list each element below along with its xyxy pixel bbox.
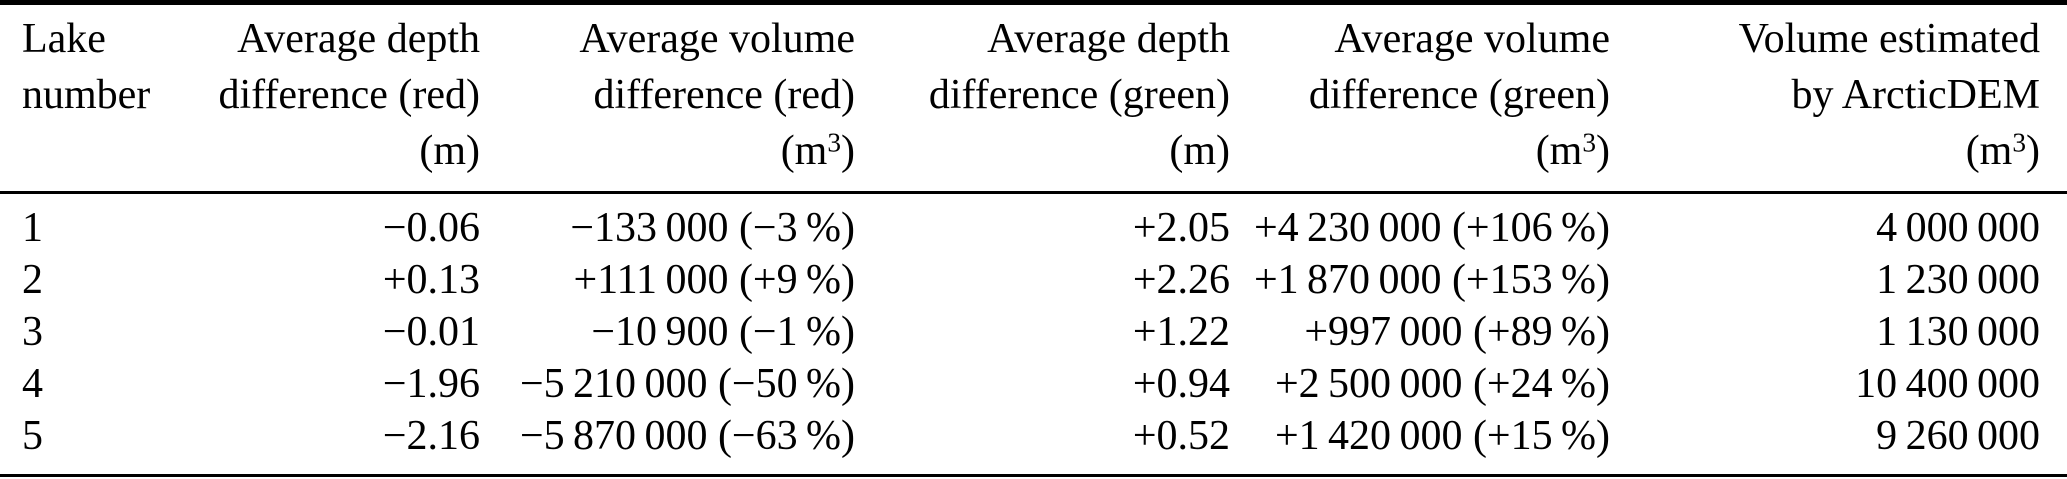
cell-volume-arcticdem: 9 260 000	[1876, 413, 2040, 459]
cell-volume-diff-red: −10 900 (−1 %)	[591, 309, 855, 355]
cell-volume-diff-red: +111 000 (+9 %)	[573, 257, 855, 303]
header-line: Average depth	[987, 16, 1230, 62]
header-unit: (m)	[1169, 128, 1230, 174]
cell-depth-diff-red: −0.06	[382, 205, 480, 251]
header-line: number	[22, 72, 151, 118]
cell-volume-diff-green: +1 870 000 (+153 %)	[1253, 257, 1610, 303]
table-row: 5 −2.16 −5 870 000 (−63 %) +0.52 +1 420 …	[0, 410, 2067, 476]
header-cell-avg-volume-diff-red: Average volume difference (red) (m3)	[490, 2, 865, 194]
table-row: 4 −1.96 −5 210 000 (−50 %) +0.94 +2 500 …	[0, 358, 2067, 410]
cell-lake-number: 3	[22, 309, 43, 355]
cell-volume-diff-red: −133 000 (−3 %)	[570, 205, 855, 251]
table-row: 1 −0.06 −133 000 (−3 %) +2.05 +4 230 000…	[0, 193, 2067, 255]
header-line: difference (green)	[928, 72, 1230, 118]
header-line: difference (green)	[1308, 72, 1610, 118]
cell-lake-number: 5	[22, 413, 43, 459]
header-line: Average depth	[237, 16, 480, 62]
header-unit: (m)	[419, 128, 480, 174]
header-line: difference (red)	[593, 72, 855, 118]
cell-volume-arcticdem: 1 130 000	[1876, 309, 2040, 355]
cell-volume-diff-red: −5 210 000 (−50 %)	[519, 361, 855, 407]
header-cell-avg-depth-diff-red: Average depth difference (red) (m)	[167, 2, 490, 194]
cell-lake-number: 4	[22, 361, 43, 407]
cell-lake-number: 2	[22, 257, 43, 303]
header-unit: (m3)	[780, 127, 855, 174]
cell-volume-arcticdem: 1 230 000	[1876, 257, 2040, 303]
header-cell-avg-volume-diff-green: Average volume difference (green) (m3)	[1240, 2, 1620, 194]
cell-depth-diff-green: +1.22	[1132, 309, 1230, 355]
header-cell-volume-arcticdem: Volume estimated by ArcticDEM (m3)	[1620, 2, 2067, 194]
cell-depth-diff-red: −2.16	[382, 413, 480, 459]
cell-depth-diff-green: +0.52	[1132, 413, 1230, 459]
cell-volume-diff-green: +1 420 000 (+15 %)	[1274, 413, 1610, 459]
cell-depth-diff-green: +0.94	[1132, 361, 1230, 407]
cell-volume-arcticdem: 10 400 000	[1855, 361, 2040, 407]
cell-volume-diff-green: +2 500 000 (+24 %)	[1274, 361, 1610, 407]
cell-depth-diff-red: −0.01	[382, 309, 480, 355]
header-line: by ArcticDEM	[1791, 72, 2040, 118]
cell-volume-diff-green: +997 000 (+89 %)	[1304, 309, 1610, 355]
header-cell-avg-depth-diff-green: Average depth difference (green) (m)	[865, 2, 1240, 194]
table-row: 2 +0.13 +111 000 (+9 %) +2.26 +1 870 000…	[0, 254, 2067, 306]
header-line: difference (red)	[218, 72, 480, 118]
cell-depth-diff-green: +2.26	[1132, 257, 1230, 303]
header-line: Lake	[22, 16, 106, 62]
header-cell-lake-number: Lake number	[0, 2, 167, 194]
header-unit: (m3)	[1965, 127, 2040, 174]
header-line: Average volume	[1334, 16, 1610, 62]
cell-lake-number: 1	[22, 205, 43, 251]
table-header: Lake number Average depth difference (re…	[0, 2, 2067, 194]
table-body: 1 −0.06 −133 000 (−3 %) +2.05 +4 230 000…	[0, 193, 2067, 476]
header-row: Lake number Average depth difference (re…	[0, 2, 2067, 194]
table-row: 3 −0.01 −10 900 (−1 %) +1.22 +997 000 (+…	[0, 306, 2067, 358]
cell-depth-diff-red: +0.13	[382, 257, 480, 303]
header-line: Volume estimated	[1738, 16, 2040, 62]
cell-volume-diff-red: −5 870 000 (−63 %)	[519, 413, 855, 459]
header-unit: (m3)	[1535, 127, 1610, 174]
cell-depth-diff-red: −1.96	[382, 361, 480, 407]
cell-volume-arcticdem: 4 000 000	[1876, 205, 2040, 251]
header-line: Average volume	[579, 16, 855, 62]
cell-volume-diff-green: +4 230 000 (+106 %)	[1253, 205, 1610, 251]
cell-depth-diff-green: +2.05	[1132, 205, 1230, 251]
